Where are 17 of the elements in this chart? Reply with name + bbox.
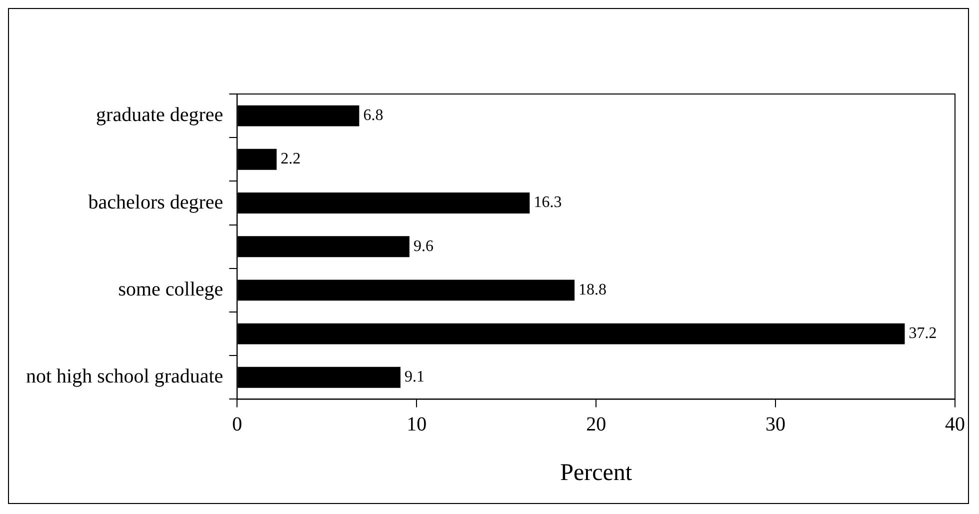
data-label: 9.1 <box>404 368 424 386</box>
data-label: 37.2 <box>908 325 937 342</box>
data-label: 16.3 <box>534 194 562 212</box>
data-label: 18.8 <box>578 281 607 298</box>
x-tick-label: 0 <box>232 413 242 436</box>
x-tick-label: 30 <box>766 413 786 436</box>
y-tick-label: bachelors degree <box>88 191 224 214</box>
y-tick-label: graduate degree <box>96 104 224 126</box>
data-label: 9.6 <box>413 238 434 255</box>
data-label: 6.8 <box>363 107 384 124</box>
data-label: 2.2 <box>280 150 301 168</box>
x-tick-label: 10 <box>406 413 427 436</box>
y-tick-label: not high school graduate <box>26 366 224 388</box>
x-tick-label: 40 <box>945 413 965 436</box>
x-axis-title: Percent <box>560 460 632 486</box>
y-tick-label: some college <box>118 278 224 300</box>
x-tick-label: 20 <box>586 413 606 436</box>
